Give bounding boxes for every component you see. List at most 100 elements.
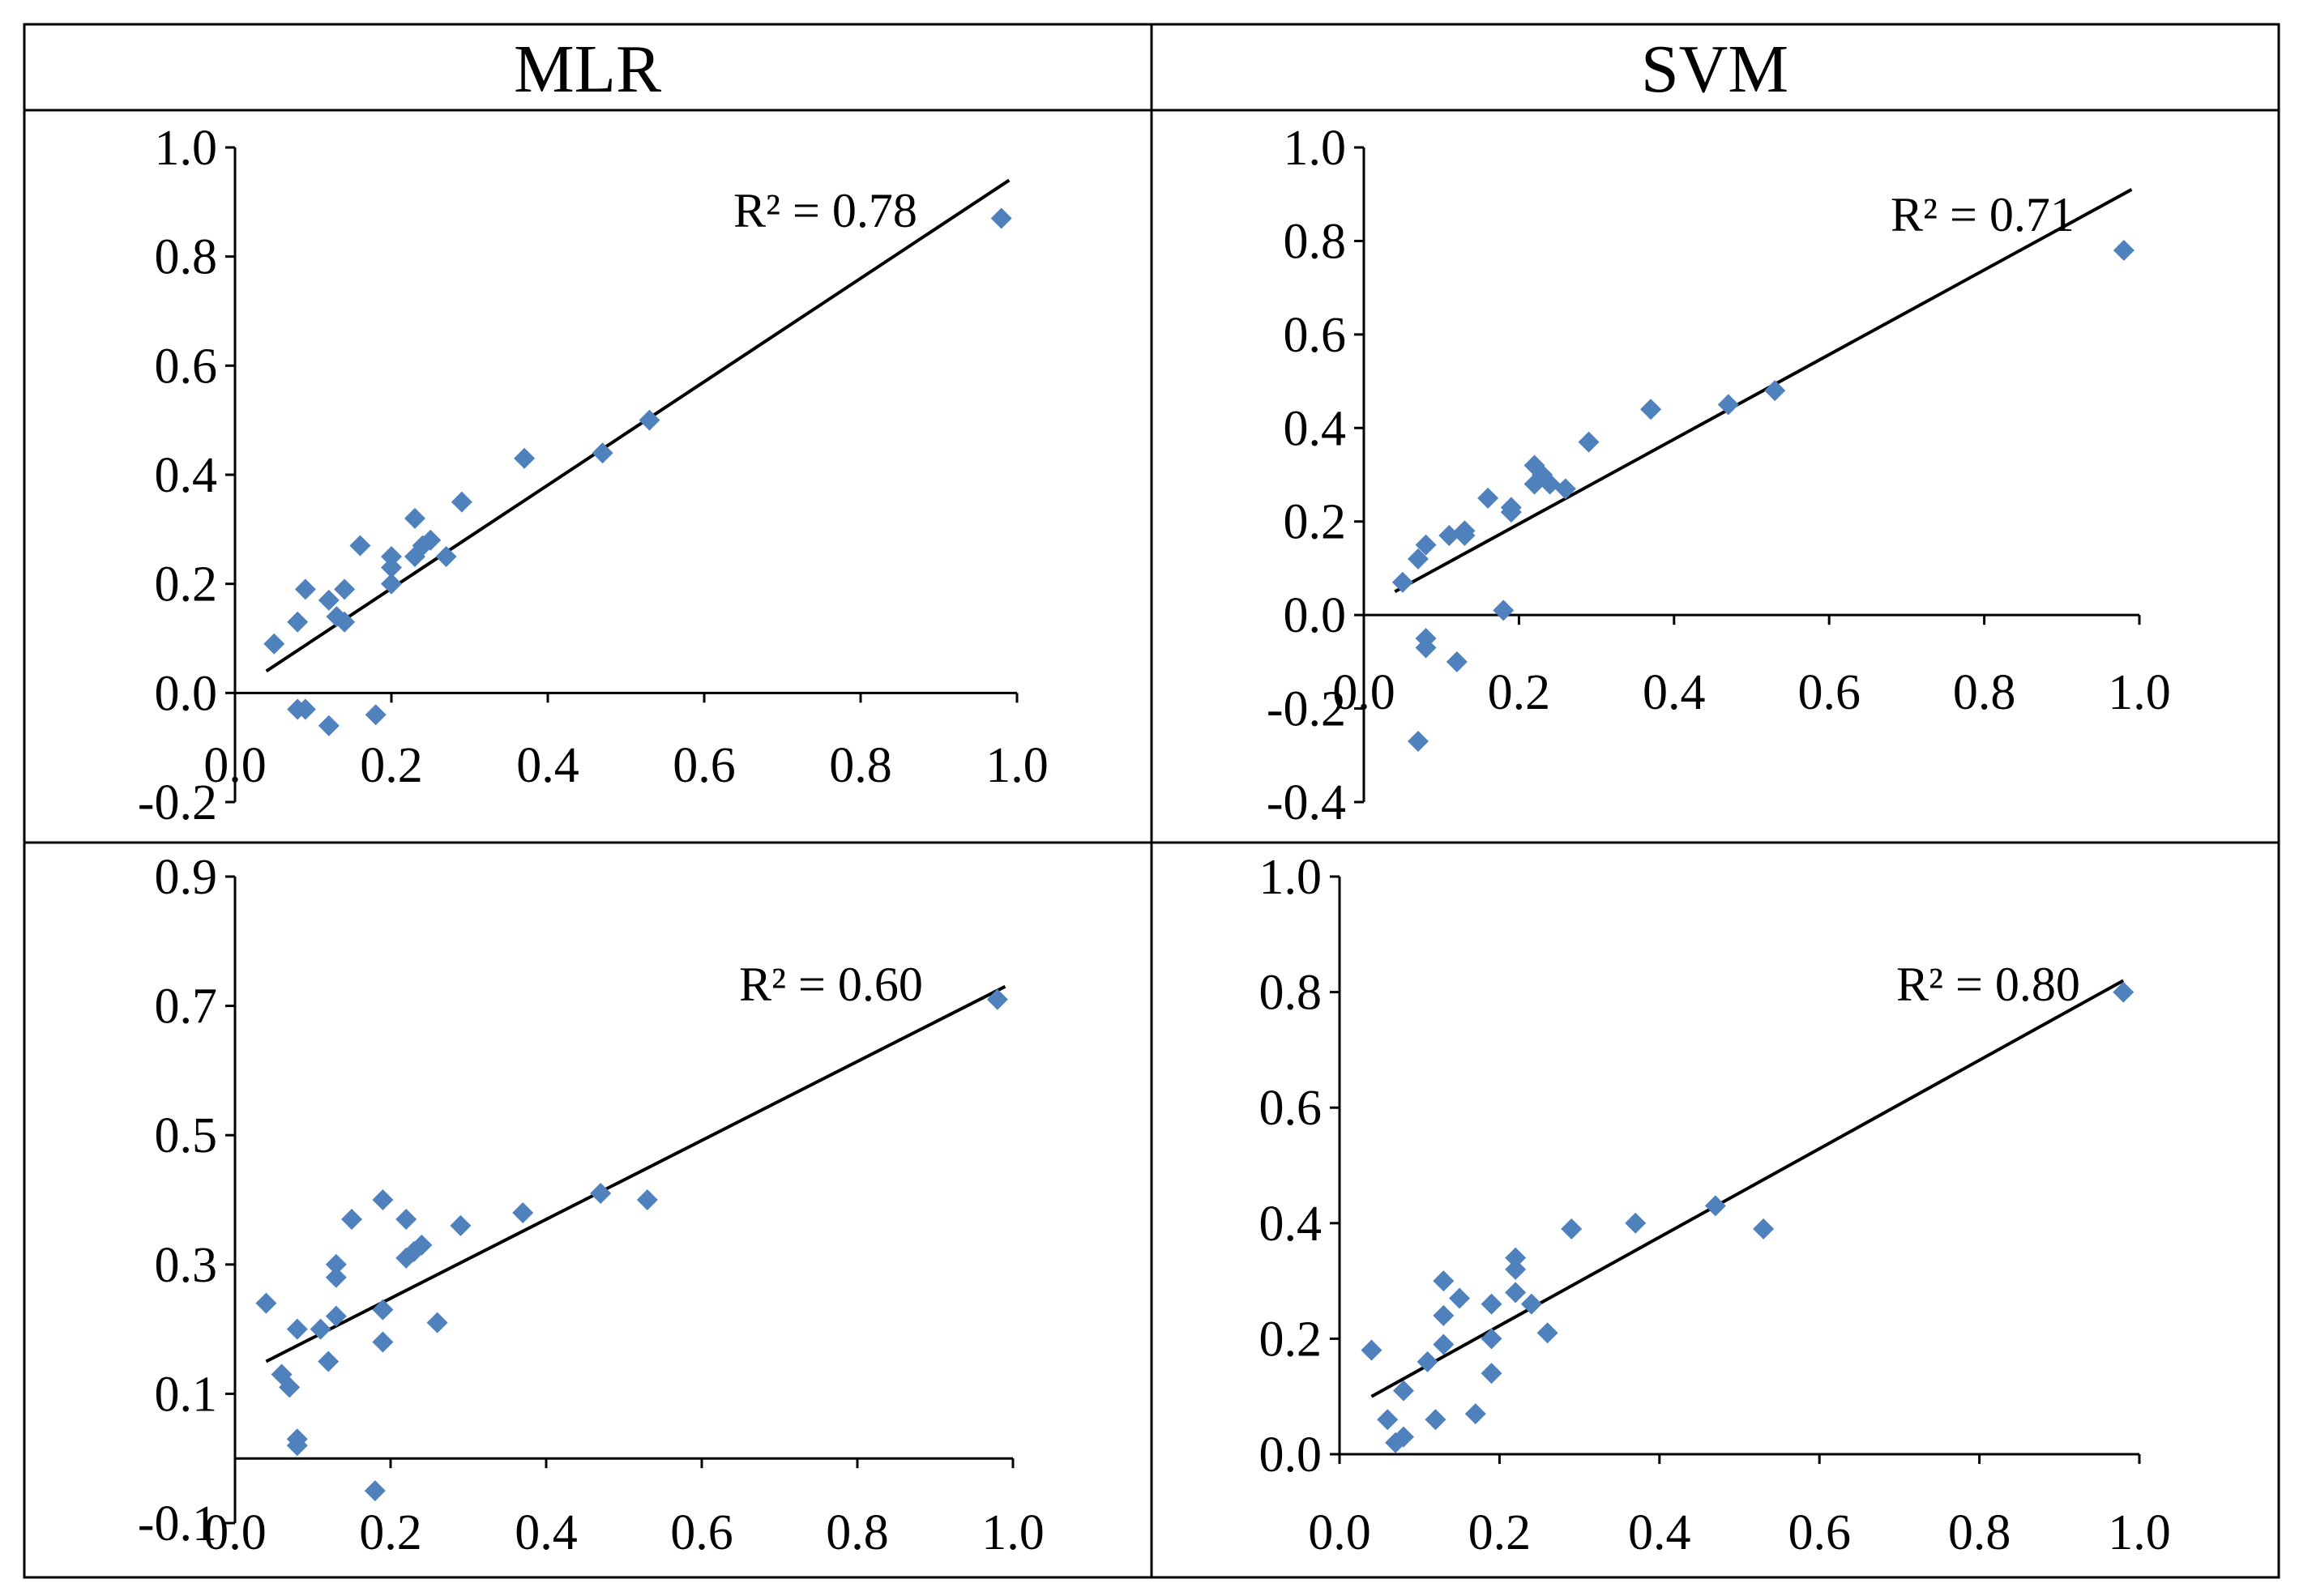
data-point [990,207,1012,229]
x-tick-label: 0.6 [670,1505,733,1560]
data-point [450,1214,472,1236]
data-point [1640,399,1662,420]
y-tick-label: 0.4 [1259,1197,1323,1252]
data-point [1464,1403,1486,1425]
data-point [372,1331,394,1353]
data-point [1578,431,1600,453]
data-point [1415,637,1437,659]
y-tick-label: 0.6 [1259,1081,1323,1136]
data-point [1704,1195,1726,1217]
header-mlr: MLR [514,32,661,107]
x-tick-label: 0.6 [1797,665,1861,720]
y-tick-label: 0.4 [1284,401,1347,456]
data-point [986,988,1008,1010]
data-point [1753,1218,1775,1240]
data-point [263,633,285,655]
data-point [279,1376,301,1398]
data-point [1539,473,1561,495]
data-point [435,546,457,567]
data-point [1407,548,1429,570]
x-tick-label: 0.8 [826,1505,889,1560]
panel-mlr-top: -0.20.00.20.40.60.81.00.0 0.2 0.4 0.6 0.8 1.0… [138,121,1049,830]
y-tick-label: 0.0 [1284,588,1347,643]
data-point [1433,1304,1455,1326]
data-point [1505,1247,1527,1269]
data-point [1717,394,1739,416]
data-point [325,1305,347,1327]
x-tick-label: 0.0 [203,738,267,793]
data-point [325,1266,347,1288]
data-point [294,578,316,600]
y-tick-label: 0.8 [1259,966,1323,1021]
y-tick-label: 0.6 [1284,308,1347,363]
data-point [636,1189,658,1210]
data-point [590,1183,612,1205]
x-tick-label: 0.4 [516,738,579,793]
data-point [1554,478,1576,500]
x-tick-label: 0.8 [829,738,892,793]
data-point [426,1312,448,1334]
data-point [1377,1409,1399,1431]
y-tick-label: 1.0 [1284,121,1347,176]
data-point [381,557,402,578]
y-tick-label: 1.0 [155,121,218,176]
data-point [1392,1426,1414,1448]
x-tick-label: 1.0 [2108,1505,2171,1560]
data-point [341,1208,362,1230]
x-tick-label: 0.0 [203,1505,267,1560]
y-tick-label: 0.4 [155,448,218,503]
data-point [318,589,340,611]
x-tick-label: 0.2 [360,738,423,793]
header-svm: SVM [1641,32,1788,107]
data-point [286,1428,308,1450]
y-tick-label: -0.2 [138,775,217,830]
x-tick-label: 0.4 [1628,1505,1691,1560]
data-point [1454,525,1476,547]
x-tick-label: 0.4 [1643,665,1706,720]
data-point [318,1351,340,1372]
x-tick-label: 0.2 [1468,1505,1532,1560]
y-tick-label: 0.2 [1259,1312,1323,1367]
data-point [1625,1212,1647,1234]
data-point [395,1208,417,1230]
data-point [1392,1380,1414,1402]
y-tick-label: 0.0 [1259,1427,1323,1483]
data-point [287,611,309,633]
data-point [1500,501,1522,523]
data-point [1417,1351,1438,1372]
data-point [639,409,660,431]
panel-svm-top: -0.4-0.20.00.20.40.60.81.00.0 0.2 0.4 0.6 0.… [1267,121,2171,830]
y-tick-label: 0.6 [155,339,218,394]
x-tick-label: 0.6 [1788,1505,1851,1560]
data-point [1433,1270,1455,1292]
data-point [592,442,613,464]
x-tick-label: 0.2 [359,1505,422,1560]
y-tick-label: 0.5 [155,1108,218,1163]
data-point [512,1201,534,1223]
y-tick-label: 0.3 [155,1238,218,1293]
data-point [1481,1293,1502,1315]
y-tick-label: 0.2 [1284,495,1347,550]
r2-label: R² = 0.71 [1891,188,2075,241]
x-tick-label: 0.8 [1953,665,2016,720]
data-point [364,1480,386,1502]
r2-label: R² = 0.78 [733,184,917,237]
data-point [1505,1282,1527,1304]
data-point [2113,981,2134,1003]
y-tick-label: -0.1 [138,1496,217,1551]
data-point [514,447,536,469]
data-point [310,1318,331,1340]
data-point [1536,1322,1558,1344]
y-tick-label: 0.2 [155,557,218,612]
y-tick-label: 0.8 [155,230,218,285]
data-point [286,1318,308,1340]
y-tick-label: 1.0 [1259,850,1323,905]
x-tick-label: 0.6 [673,738,736,793]
data-point [255,1292,277,1314]
data-point [1493,600,1515,621]
data-point [451,491,472,513]
trendline [1370,979,2125,1398]
y-tick-label: 0.1 [155,1367,218,1422]
y-tick-label: 0.8 [1284,214,1347,269]
